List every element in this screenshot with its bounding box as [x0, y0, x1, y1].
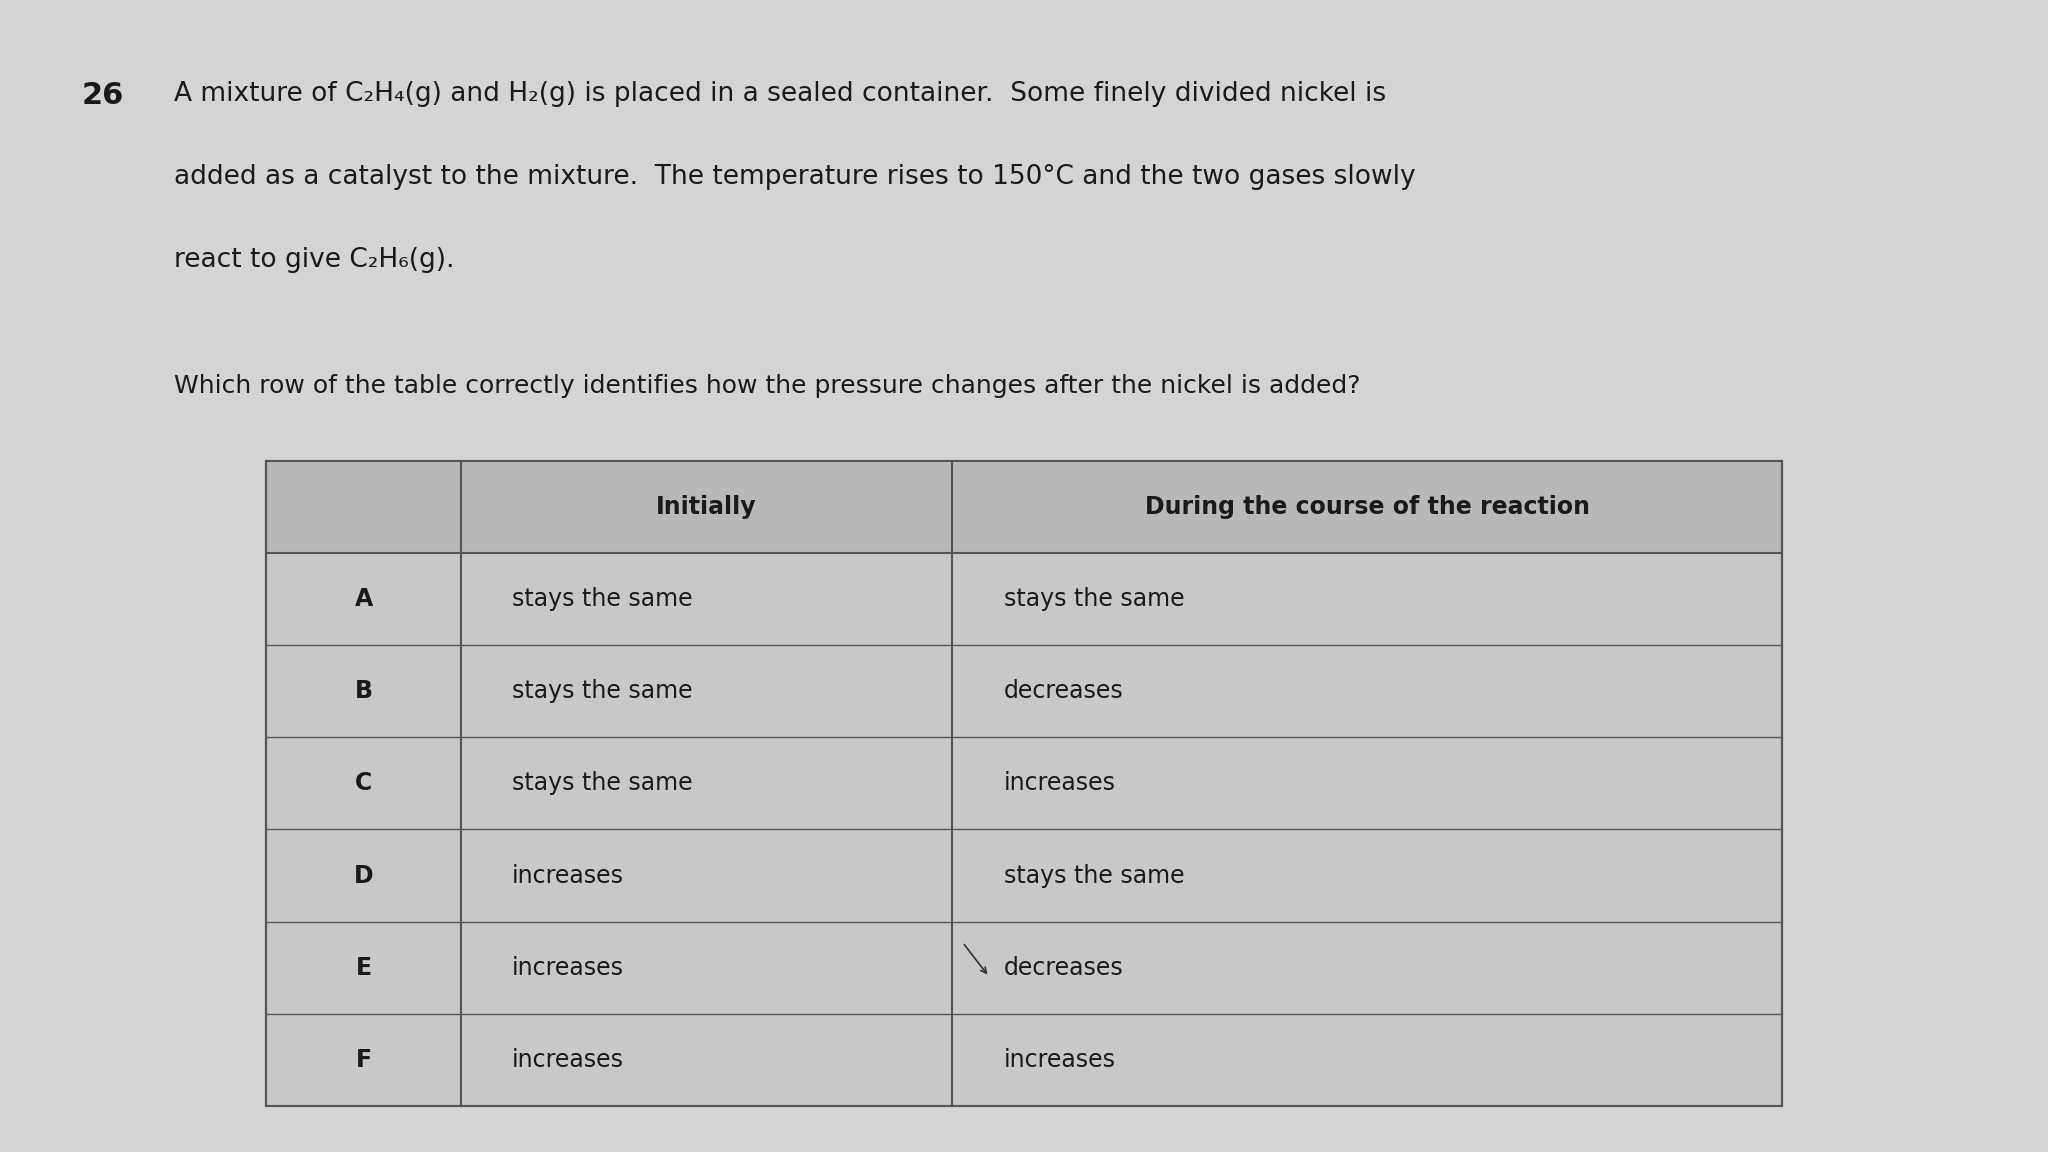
- Text: increases: increases: [512, 1048, 625, 1071]
- Bar: [266, 461, 1782, 553]
- Text: Initially: Initially: [655, 495, 758, 518]
- Text: react to give C₂H₆(g).: react to give C₂H₆(g).: [174, 247, 455, 273]
- Bar: [266, 461, 1782, 1106]
- Text: During the course of the reaction: During the course of the reaction: [1145, 495, 1589, 518]
- Text: added as a catalyst to the mixture.  The temperature rises to 150°C and the two : added as a catalyst to the mixture. The …: [174, 164, 1415, 190]
- Text: increases: increases: [512, 956, 625, 979]
- Text: increases: increases: [1004, 772, 1116, 795]
- Text: B: B: [354, 680, 373, 703]
- Text: A mixture of C₂H₄(g) and H₂(g) is placed in a sealed container.  Some finely div: A mixture of C₂H₄(g) and H₂(g) is placed…: [174, 81, 1386, 107]
- Text: F: F: [356, 1048, 371, 1071]
- Text: E: E: [356, 956, 371, 979]
- Text: decreases: decreases: [1004, 956, 1122, 979]
- Text: increases: increases: [1004, 1048, 1116, 1071]
- Text: stays the same: stays the same: [1004, 864, 1184, 887]
- Text: A: A: [354, 588, 373, 611]
- Text: decreases: decreases: [1004, 680, 1122, 703]
- Text: stays the same: stays the same: [512, 680, 692, 703]
- Text: stays the same: stays the same: [1004, 588, 1184, 611]
- Text: Which row of the table correctly identifies how the pressure changes after the n: Which row of the table correctly identif…: [174, 374, 1360, 399]
- Text: C: C: [354, 772, 373, 795]
- Text: D: D: [354, 864, 373, 887]
- Text: stays the same: stays the same: [512, 588, 692, 611]
- Text: 26: 26: [82, 81, 125, 109]
- Text: stays the same: stays the same: [512, 772, 692, 795]
- Text: increases: increases: [512, 864, 625, 887]
